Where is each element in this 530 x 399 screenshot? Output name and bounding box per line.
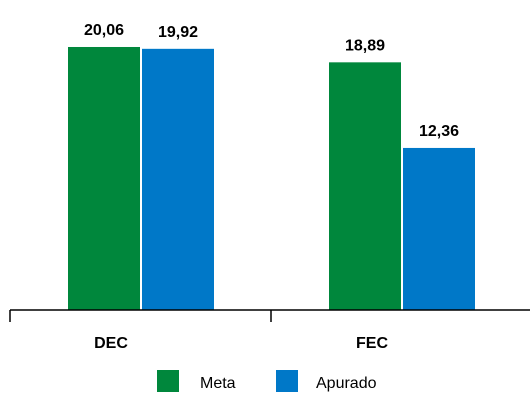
bar-dec-meta — [68, 46, 140, 310]
bars-layer — [68, 46, 475, 311]
legend-swatch-apurado — [276, 370, 298, 392]
legend-label-meta: Meta — [200, 375, 236, 392]
data-labels-layer: 20,06 19,92 18,89 12,36 — [84, 22, 459, 140]
bar-fec-apurado — [403, 147, 475, 310]
value-label-fec-apurado: 12,36 — [419, 123, 459, 140]
value-label-fec-meta: 18,89 — [345, 37, 385, 54]
x-tick-label-fec: FEC — [356, 335, 388, 352]
value-label-dec-meta: 20,06 — [84, 22, 124, 39]
x-axis: DEC FEC — [9, 309, 530, 352]
legend-label-apurado: Apurado — [316, 375, 377, 392]
legend: Meta Apurado — [157, 370, 377, 392]
x-tick-label-dec: DEC — [94, 335, 128, 352]
bar-fec-meta — [329, 62, 401, 310]
value-label-dec-apurado: 19,92 — [158, 24, 198, 41]
legend-swatch-meta — [157, 370, 179, 392]
bar-dec-apurado — [142, 48, 214, 311]
